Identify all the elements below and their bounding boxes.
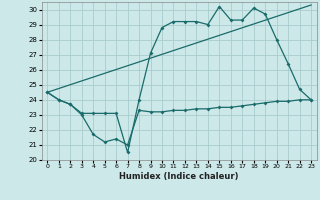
X-axis label: Humidex (Indice chaleur): Humidex (Indice chaleur) [119,172,239,181]
